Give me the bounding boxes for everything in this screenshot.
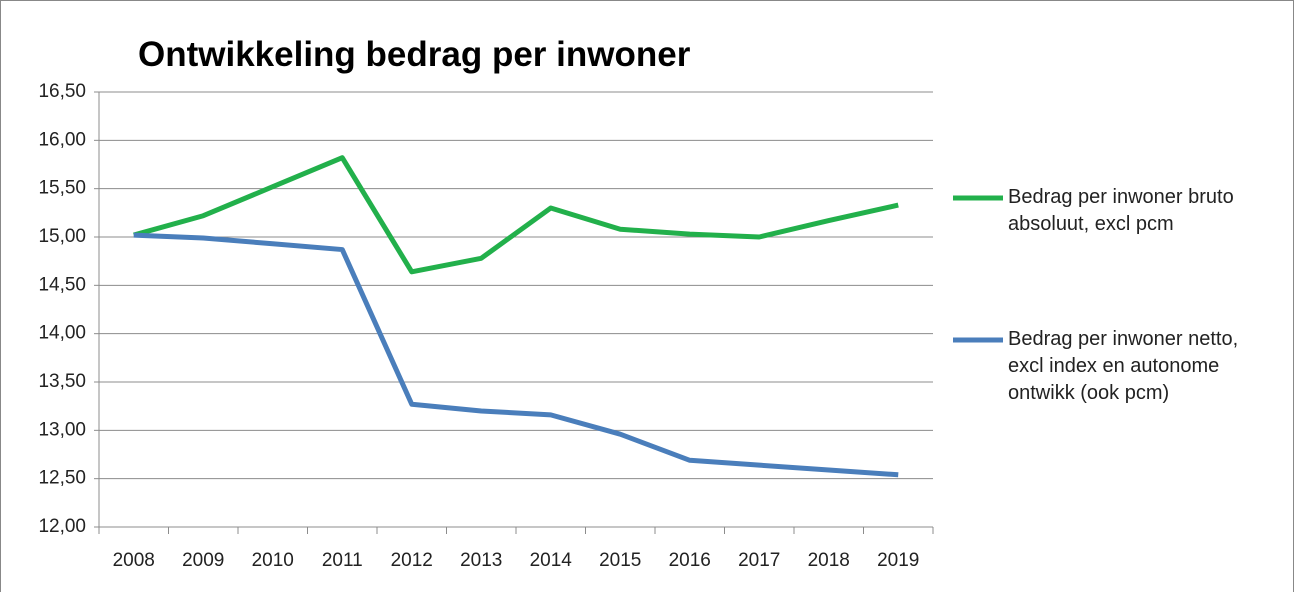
y-tick-label: 14,00	[38, 323, 86, 344]
y-tick-label: 15,50	[38, 178, 86, 199]
x-tick-label: 2009	[182, 550, 224, 571]
x-tick-label: 2010	[252, 550, 294, 571]
y-tick-label: 16,00	[38, 129, 86, 150]
x-tick-label: 2016	[669, 550, 711, 571]
x-tick-label: 2012	[391, 550, 433, 571]
y-tick-label: 16,50	[38, 81, 86, 102]
x-tick-label: 2015	[599, 550, 641, 571]
x-tick-label: 2017	[738, 550, 780, 571]
x-tick-label: 2014	[530, 550, 573, 571]
chart-title: Ontwikkeling bedrag per inwoner	[138, 35, 691, 74]
series-line	[133, 232, 899, 478]
x-tick-label: 2018	[808, 550, 850, 571]
legend-label: Bedrag per inwoner netto, excl index en …	[1008, 328, 1239, 404]
y-tick-label: 12,00	[38, 516, 86, 537]
x-tick-label: 2013	[460, 550, 502, 571]
x-tick-label: 2011	[322, 550, 363, 571]
series-line	[133, 155, 899, 275]
x-tick-label: 2019	[877, 550, 919, 571]
y-tick-label: 13,00	[38, 419, 86, 440]
legend-label: Bedrag per inwoner bruto absoluut, excl …	[1008, 186, 1234, 235]
x-tick-label: 2008	[113, 550, 155, 571]
y-tick-label: 13,50	[38, 371, 86, 392]
y-tick-label: 14,50	[38, 274, 86, 295]
y-tick-label: 12,50	[38, 468, 86, 489]
y-tick-label: 15,00	[38, 226, 86, 247]
